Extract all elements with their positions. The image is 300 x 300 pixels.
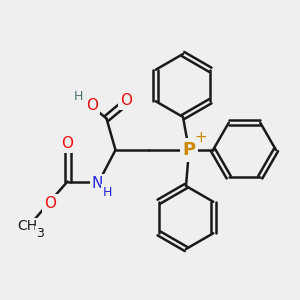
Text: O: O	[61, 136, 74, 152]
Text: H: H	[74, 90, 84, 104]
Text: O: O	[44, 196, 56, 211]
Text: H: H	[103, 185, 112, 199]
Text: N: N	[92, 176, 103, 190]
Text: P: P	[182, 141, 196, 159]
Text: 3: 3	[36, 226, 44, 240]
Text: O: O	[86, 98, 98, 112]
Text: CH: CH	[17, 219, 37, 233]
Text: +: +	[195, 130, 207, 146]
Text: O: O	[120, 93, 132, 108]
